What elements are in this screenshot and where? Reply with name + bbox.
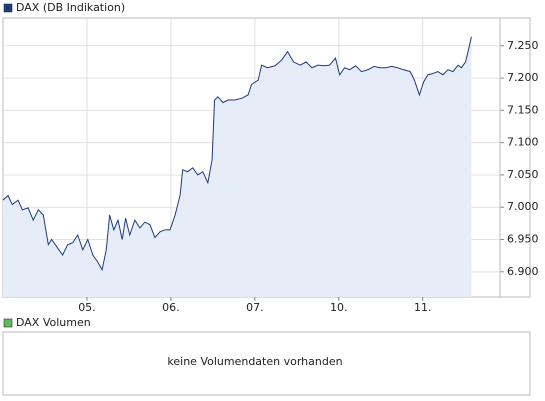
- x-tick-label: 05.: [78, 301, 96, 314]
- y-tick-label: 7.000: [507, 200, 539, 213]
- price-line: [2, 36, 472, 272]
- x-tick-label: 10.: [330, 301, 348, 314]
- legend-swatch: [3, 318, 13, 328]
- legend-swatch: [3, 3, 13, 13]
- legend-label: DAX (DB Indikation): [16, 1, 125, 14]
- y-tick-label: 6.900: [507, 265, 539, 278]
- x-tick-label: 11.: [414, 301, 432, 314]
- legend-label: DAX Volumen: [16, 316, 91, 329]
- y-tick-label: 7.250: [507, 39, 539, 52]
- no-data-message: keine Volumendaten vorhanden: [167, 355, 342, 368]
- volume-panel: [2, 331, 531, 396]
- y-tick-label: 7.200: [507, 71, 539, 84]
- y-tick-label: 7.100: [507, 136, 539, 149]
- y-tick-label: 6.950: [507, 233, 539, 246]
- y-tick-label: 7.050: [507, 168, 539, 181]
- x-tick-label: 07.: [246, 301, 264, 314]
- x-tick-label: 06.: [162, 301, 180, 314]
- y-tick-label: 7.150: [507, 103, 539, 116]
